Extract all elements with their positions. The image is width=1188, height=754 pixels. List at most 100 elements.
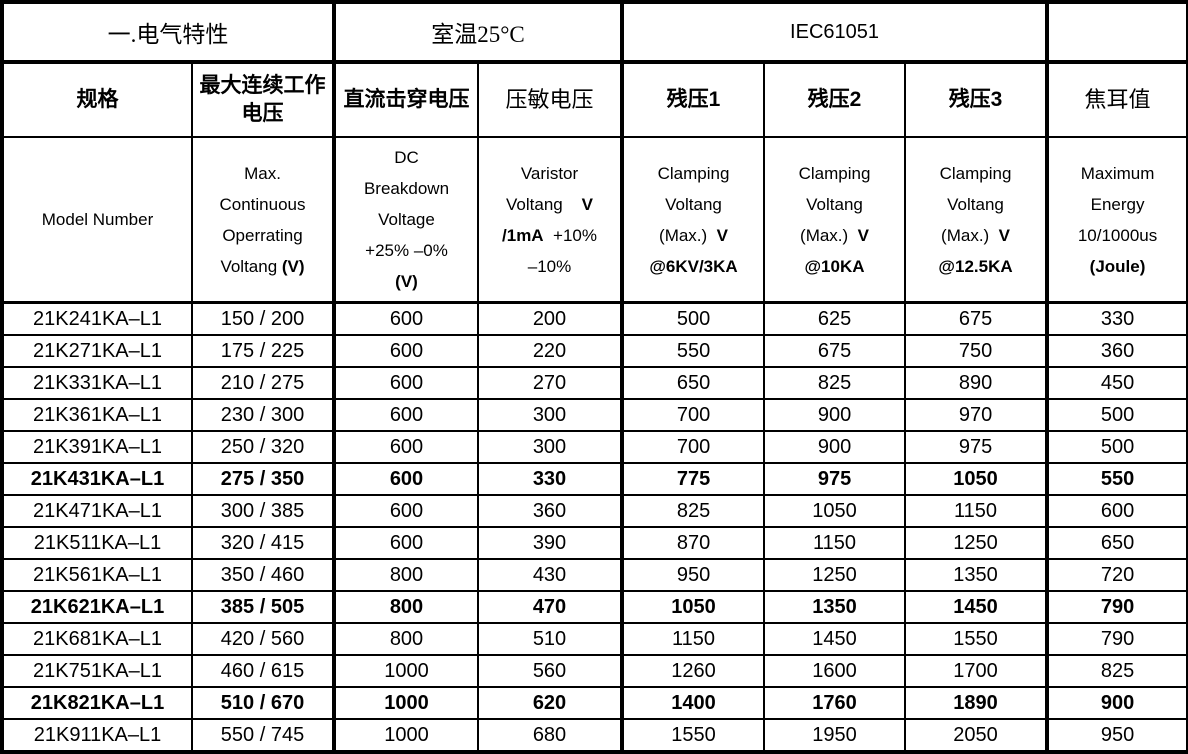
value-cell: 600 (332, 462, 479, 496)
value-cell: 550 (1045, 462, 1188, 496)
table-row-21K271KA–L1: 21K271KA–L1 175 / 225 600 220 550 675 750 360 (1, 334, 1188, 368)
value-cell: 470 (476, 590, 624, 624)
model-number-cell: 21K681KA–L1 (1, 622, 193, 656)
value-cell: 330 (1045, 301, 1188, 336)
value-cell: 650 (620, 366, 766, 400)
table-row-21K511KA–L1: 21K511KA–L1 320 / 415 600 390 870 1150 1250 650 (1, 526, 1188, 560)
value-cell: 300 / 385 (191, 494, 335, 528)
english-header-row: Model Number Max. Continuous Operrating Volt… (1, 136, 1188, 304)
value-cell: 1350 (904, 558, 1049, 592)
value-cell: 1050 (620, 590, 766, 624)
value-cell: 210 / 275 (191, 366, 335, 400)
model-number-cell: 21K911KA–L1 (1, 718, 193, 753)
col-header-clamping1: 残压1 (620, 61, 766, 138)
en-header-cell-4: Clamping Voltang (Max.) V @6KV/3KA (620, 136, 766, 304)
table-row-21K431KA–L1: 21K431KA–L1 275 / 350 600 330 775 975 1050 550 (1, 462, 1188, 496)
table-row-21K391KA–L1: 21K391KA–L1 250 / 320 600 300 700 900 975 500 (1, 430, 1188, 464)
table-row-21K241KA–L1: 21K241KA–L1 150 / 200 600 200 500 625 675 330 (1, 301, 1188, 336)
col-header-clamping3: 残压3 (904, 61, 1049, 138)
value-cell: 320 / 415 (191, 526, 335, 560)
value-cell: 600 (332, 301, 479, 336)
value-cell: 550 / 745 (191, 718, 335, 753)
value-cell: 360 (476, 494, 624, 528)
value-cell: 970 (904, 398, 1049, 432)
value-cell: 330 (476, 462, 624, 496)
value-cell: 975 (904, 430, 1049, 464)
model-number-cell: 21K431KA–L1 (1, 462, 193, 496)
value-cell: 800 (332, 558, 479, 592)
col-header-varistor-voltage: 压敏电压 (476, 61, 624, 138)
value-cell: 620 (476, 686, 624, 720)
value-cell: 220 (476, 334, 624, 368)
value-cell: 1050 (763, 494, 907, 528)
en-header-cell-0: Model Number (1, 136, 193, 304)
value-cell: 600 (332, 398, 479, 432)
model-number-cell: 21K621KA–L1 (1, 590, 193, 624)
table-row-21K561KA–L1: 21K561KA–L1 350 / 460 800 430 950 1250 1350 720 (1, 558, 1188, 592)
value-cell: 680 (476, 718, 624, 753)
value-cell: 1890 (904, 686, 1049, 720)
model-number-cell: 21K391KA–L1 (1, 430, 193, 464)
room-temperature-label: 室温25°C (331, 1, 624, 64)
value-cell: 600 (332, 334, 479, 368)
value-cell: 600 (1045, 494, 1188, 528)
value-cell: 600 (332, 526, 479, 560)
blank-header-cell (1045, 1, 1188, 64)
table-row-21K911KA–L1: 21K911KA–L1 550 / 745 1000 680 1550 1950 2050 9… (1, 718, 1188, 753)
value-cell: 700 (620, 398, 766, 432)
value-cell: 460 / 615 (191, 654, 335, 688)
value-cell: 250 / 320 (191, 430, 335, 464)
value-cell: 500 (620, 301, 766, 336)
value-cell: 230 / 300 (191, 398, 335, 432)
value-cell: 360 (1045, 334, 1188, 368)
en-header-cell-3: Varistor Voltang V/1mA +10% –10% (476, 136, 624, 304)
value-cell: 675 (904, 301, 1049, 336)
value-cell: 675 (763, 334, 907, 368)
section-title: 一.电气特性 (1, 1, 335, 64)
value-cell: 720 (1045, 558, 1188, 592)
value-cell: 650 (1045, 526, 1188, 560)
col-header-joule: 焦耳值 (1045, 61, 1188, 138)
value-cell: 1150 (763, 526, 907, 560)
col-header-max-voltage: 最大连续工作电压 (191, 61, 335, 138)
value-cell: 625 (763, 301, 907, 336)
value-cell: 870 (620, 526, 766, 560)
model-number-cell: 21K821KA–L1 (1, 686, 193, 720)
value-cell: 1450 (904, 590, 1049, 624)
table-row-21K471KA–L1: 21K471KA–L1 300 / 385 600 360 825 1050 1150 600 (1, 494, 1188, 528)
value-cell: 270 (476, 366, 624, 400)
value-cell: 150 / 200 (191, 301, 335, 336)
model-number-cell: 21K361KA–L1 (1, 398, 193, 432)
value-cell: 1550 (620, 718, 766, 753)
col-header-dc-breakdown: 直流击穿电压 (332, 61, 479, 138)
value-cell: 900 (1045, 686, 1188, 720)
value-cell: 825 (763, 366, 907, 400)
value-cell: 600 (332, 366, 479, 400)
en-header-cell-7: Maximum Energy 10/1000us (Joule) (1045, 136, 1188, 304)
title-row: 一.电气特性 室温25°C IEC61051 (1, 1, 1188, 64)
value-cell: 790 (1045, 590, 1188, 624)
table-row-21K621KA–L1: 21K621KA–L1 385 / 505 800 470 1050 1350 1450 79… (1, 590, 1188, 624)
chinese-header-row: 规格 最大连续工作电压 直流击穿电压 压敏电压 残压1 残压2 残压3 焦耳值 (1, 61, 1188, 138)
value-cell: 510 (476, 622, 624, 656)
value-cell: 775 (620, 462, 766, 496)
value-cell: 1400 (620, 686, 766, 720)
en-header-cell-6: Clamping Voltang (Max.) V @12.5KA (904, 136, 1049, 304)
value-cell: 385 / 505 (191, 590, 335, 624)
model-number-cell: 21K271KA–L1 (1, 334, 193, 368)
model-number-cell: 21K561KA–L1 (1, 558, 193, 592)
value-cell: 1000 (332, 718, 479, 753)
value-cell: 900 (763, 430, 907, 464)
value-cell: 825 (1045, 654, 1188, 688)
value-cell: 1450 (763, 622, 907, 656)
value-cell: 2050 (904, 718, 1049, 753)
model-number-cell: 21K751KA–L1 (1, 654, 193, 688)
value-cell: 1950 (763, 718, 907, 753)
value-cell: 1760 (763, 686, 907, 720)
model-number-cell: 21K331KA–L1 (1, 366, 193, 400)
value-cell: 825 (620, 494, 766, 528)
value-cell: 350 / 460 (191, 558, 335, 592)
value-cell: 900 (763, 398, 907, 432)
value-cell: 600 (332, 430, 479, 464)
